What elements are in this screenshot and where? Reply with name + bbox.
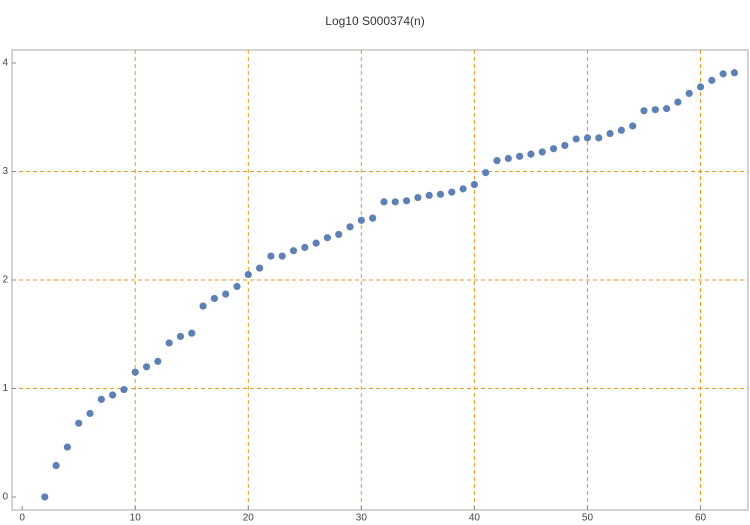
- x-tick-label: 60: [695, 513, 707, 524]
- point: [120, 385, 128, 394]
- point: [583, 134, 592, 142]
- point: [640, 107, 648, 115]
- point: [323, 234, 332, 242]
- x-tick-label: 20: [243, 513, 255, 524]
- point: [199, 302, 207, 310]
- point: [696, 83, 705, 91]
- point: [233, 282, 241, 291]
- point: [244, 270, 252, 279]
- point: [210, 294, 218, 303]
- point: [504, 154, 512, 163]
- point: [459, 185, 467, 193]
- point: [346, 223, 354, 231]
- point: [662, 104, 671, 113]
- point: [131, 368, 139, 376]
- point: [369, 214, 377, 222]
- point: [357, 216, 365, 224]
- point: [176, 332, 185, 341]
- point: [629, 122, 637, 130]
- point: [617, 126, 625, 134]
- x-tick-label: 10: [130, 513, 142, 524]
- point: [154, 357, 162, 365]
- point: [482, 168, 490, 177]
- point: [278, 252, 286, 260]
- x-tick-label: 30: [356, 513, 368, 524]
- x-tick-label: 50: [582, 513, 594, 524]
- point: [606, 129, 614, 138]
- point: [52, 461, 60, 470]
- point: [267, 252, 275, 260]
- point: [595, 134, 603, 142]
- point: [301, 243, 309, 252]
- point: [188, 329, 196, 337]
- y-tick-label: 0: [2, 492, 8, 503]
- point: [549, 145, 558, 153]
- point: [719, 70, 727, 78]
- point: [289, 247, 298, 255]
- point: [165, 339, 173, 347]
- point: [222, 290, 230, 298]
- point: [414, 193, 422, 202]
- point: [436, 190, 445, 198]
- point: [63, 443, 71, 451]
- point: [312, 239, 320, 247]
- y-tick-label: 3: [2, 166, 8, 177]
- y-tick-label: 4: [2, 58, 8, 69]
- point: [516, 152, 524, 160]
- point: [493, 157, 501, 165]
- point: [538, 148, 546, 156]
- x-tick-label: 0: [19, 513, 25, 524]
- y-tick-label: 2: [2, 275, 8, 286]
- point: [402, 197, 411, 205]
- point: [674, 98, 682, 106]
- point: [109, 391, 117, 399]
- point: [86, 409, 94, 418]
- point: [572, 135, 580, 143]
- point: [708, 76, 716, 84]
- point: [41, 493, 49, 501]
- point: [470, 180, 479, 189]
- point: [380, 198, 388, 206]
- point: [335, 230, 343, 239]
- point: [651, 106, 659, 114]
- y-tick-label: 1: [2, 383, 8, 394]
- point: [561, 141, 569, 150]
- chart-title: Log10 S000374(n): [325, 14, 424, 28]
- point: [255, 264, 264, 272]
- point: [527, 150, 535, 158]
- point: [97, 395, 105, 403]
- x-tick-label: 40: [469, 513, 481, 524]
- point: [75, 419, 83, 427]
- point: [730, 69, 739, 77]
- point: [142, 363, 151, 371]
- point: [448, 188, 456, 196]
- point: [425, 191, 433, 199]
- point: [391, 198, 399, 206]
- point: [685, 89, 693, 97]
